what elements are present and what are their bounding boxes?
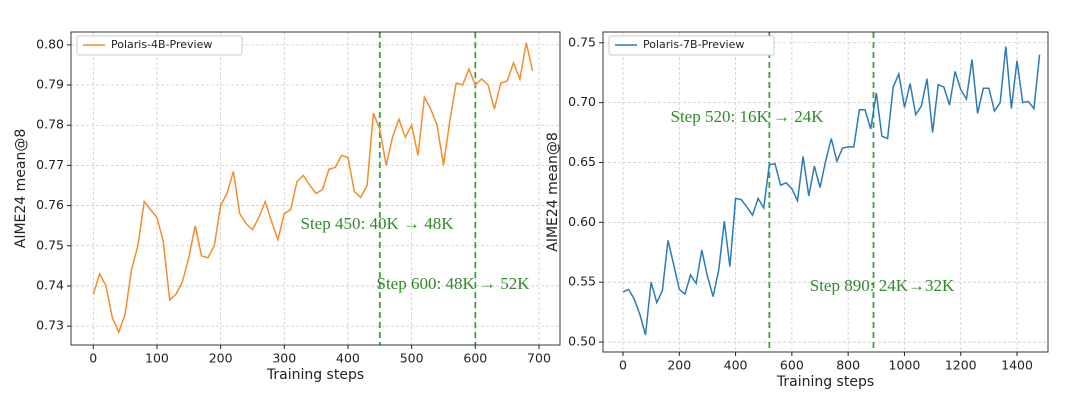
y-tick-label: 0.65: [568, 154, 596, 169]
x-tick-label: 0: [619, 358, 627, 373]
y-tick-label: 0.75: [36, 237, 64, 252]
x-axis-label: Training steps: [266, 367, 364, 383]
annotation: Step 520: 16K → 24K: [671, 107, 825, 126]
y-tick-label: 0.75: [568, 34, 596, 49]
plot-frame: [70, 31, 561, 346]
x-tick-label: 1000: [889, 358, 921, 373]
y-tick-label: 0.55: [568, 274, 596, 289]
y-tick-label: 0.60: [568, 214, 596, 229]
y-tick-label: 0.50: [568, 334, 596, 349]
x-tick-label: 700: [527, 351, 551, 366]
x-tick-label: 1200: [945, 358, 977, 373]
annotation: Step 600: 48K → 52K: [377, 274, 531, 293]
x-tick-label: 500: [400, 351, 424, 366]
series-line: [622, 46, 1041, 336]
x-tick-label: 0: [89, 351, 97, 366]
y-axis-label: AIME24 mean@8: [545, 132, 561, 252]
legend-label: Polaris-7B-Preview: [643, 38, 744, 51]
x-tick-label: 400: [336, 351, 360, 366]
y-tick-label: 0.70: [568, 94, 596, 109]
y-axis-label: AIME24 mean@8: [13, 129, 29, 249]
y-tick-label: 0.77: [36, 157, 64, 172]
x-tick-label: 600: [780, 358, 804, 373]
annotation: Step 890: 24K→32K: [810, 276, 955, 295]
x-tick-label: 100: [145, 351, 169, 366]
x-tick-label: 300: [272, 351, 296, 366]
y-tick-label: 0.76: [36, 197, 64, 212]
x-tick-label: 800: [836, 358, 860, 373]
legend-box: [608, 35, 775, 56]
y-tick-label: 0.73: [36, 318, 64, 333]
x-tick-label: 200: [209, 351, 233, 366]
x-tick-label: 1400: [1001, 358, 1033, 373]
y-tick-label: 0.78: [36, 117, 64, 132]
y-tick-label: 0.79: [36, 77, 64, 92]
legend-box: [76, 35, 243, 56]
x-tick-label: 600: [463, 351, 487, 366]
y-tick-label: 0.80: [36, 36, 64, 51]
x-tick-label: 400: [724, 358, 748, 373]
x-tick-label: 200: [667, 358, 691, 373]
x-axis-label: Training steps: [776, 374, 874, 390]
plot-frame: [602, 31, 1049, 353]
annotation: Step 450: 40K → 48K: [301, 214, 455, 233]
series-line: [92, 42, 534, 335]
legend-label: Polaris-4B-Preview: [111, 38, 212, 51]
y-tick-label: 0.74: [36, 277, 64, 292]
